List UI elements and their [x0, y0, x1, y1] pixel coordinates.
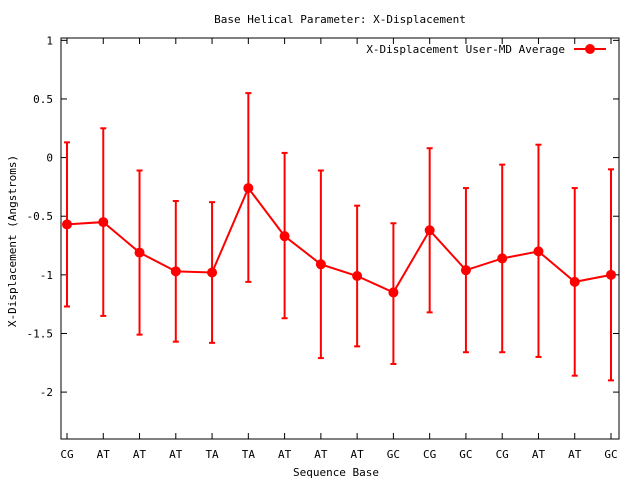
x-tick-label: CG: [423, 448, 436, 461]
chart-title: Base Helical Parameter: X-Displacement: [214, 13, 466, 26]
legend: X-Displacement User-MD Average: [366, 43, 606, 56]
y-tick-label: -2: [40, 386, 53, 399]
x-axis-label: Sequence Base: [293, 466, 379, 479]
data-point: [569, 276, 580, 287]
x-axis: CG AT AT AT TA TA AT AT AT GC CG GC CG AT AT GC: [60, 38, 618, 461]
data-point: [134, 247, 145, 258]
y-tick-label: -1.5: [27, 327, 54, 340]
data-point: [98, 217, 109, 228]
data-point: [243, 183, 254, 194]
x-tick-label: AT: [351, 448, 365, 461]
y-axis: 1 0.5 0 -0.5 -1 -1.5 -2: [27, 34, 619, 399]
x-tick-label: AT: [568, 448, 582, 461]
x-tick-label: AT: [97, 448, 111, 461]
data-point: [207, 267, 218, 278]
data-point: [460, 265, 471, 276]
data-point: [606, 269, 616, 280]
y-tick-label: 1: [46, 34, 53, 47]
data-point: [424, 225, 435, 236]
data-point: [497, 253, 508, 264]
x-tick-label: AT: [314, 448, 328, 461]
series-layer: [62, 92, 616, 382]
x-tick-label: CG: [60, 448, 73, 461]
x-tick-label: AT: [278, 448, 292, 461]
x-tick-label: TA: [242, 448, 256, 461]
x-tick-label: TA: [205, 448, 219, 461]
y-tick-label: -1: [40, 269, 53, 282]
data-point: [62, 219, 72, 230]
x-tick-label: AT: [532, 448, 546, 461]
data-point: [388, 287, 399, 298]
y-axis-label: X-Displacement (Angstroms): [6, 155, 19, 327]
plot-area: [60, 37, 620, 440]
series-line: [66, 186, 612, 294]
data-point: [352, 271, 363, 282]
legend-label: X-Displacement User-MD Average: [366, 43, 565, 56]
x-tick-label: GC: [604, 448, 617, 461]
x-tick-label: CG: [496, 448, 509, 461]
y-tick-label: 0: [46, 152, 53, 165]
x-tick-label: AT: [169, 448, 183, 461]
data-point: [315, 259, 326, 270]
data-point: [533, 246, 544, 257]
data-point: [279, 231, 290, 242]
data-point: [170, 266, 181, 277]
x-tick-label: GC: [387, 448, 400, 461]
x-tick-label: GC: [459, 448, 472, 461]
legend-marker: [585, 44, 595, 54]
y-tick-label: -0.5: [27, 210, 54, 223]
x-tick-label: AT: [133, 448, 147, 461]
y-tick-label: 0.5: [33, 93, 53, 106]
